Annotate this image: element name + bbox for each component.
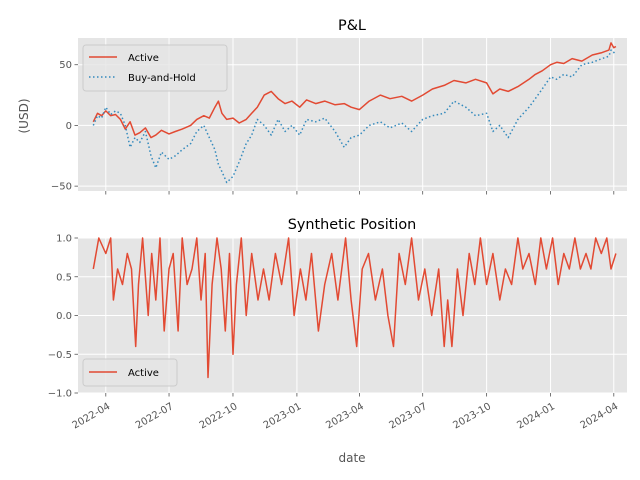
- pnl-x-tick-marks: [105, 191, 615, 195]
- y-tick-label: −1.0: [48, 389, 72, 400]
- pnl-legend-box: [82, 44, 228, 92]
- y-tick-label: 0.0: [56, 311, 72, 322]
- position-chart-title: Synthetic Position: [288, 217, 417, 233]
- pnl-y-ticks: −50 0 50: [51, 60, 78, 193]
- position-series-group: [92, 237, 617, 379]
- pnl-legend: Active Buy-and-Hold: [82, 44, 228, 92]
- legend-buy-and-hold-label: Buy-and-Hold: [128, 73, 196, 84]
- y-tick-label: 0.5: [56, 272, 72, 283]
- position-legend: Active: [82, 358, 178, 387]
- x-axis-label: date: [338, 451, 365, 465]
- series-line-active: [92, 42, 617, 139]
- pnl-panel: −50 0 50 P&L (USD) Active Buy-and-Hold: [17, 18, 627, 195]
- pnl-y-axis-label: (USD): [17, 98, 31, 133]
- series-line-active: [92, 237, 617, 379]
- legend-active-label: Active: [128, 53, 159, 64]
- position-legend-box: [82, 358, 178, 387]
- pnl-series-group: [92, 42, 617, 184]
- y-tick-label: −0.5: [48, 350, 72, 361]
- pnl-chart-title: P&L: [338, 18, 366, 34]
- y-tick-label: 0: [66, 121, 72, 132]
- y-tick-label: 1.0: [56, 234, 72, 245]
- legend-active-label: Active: [128, 368, 159, 379]
- position-y-ticks: −1.0 −0.5 0.0 0.5 1.0: [48, 234, 78, 400]
- y-tick-label: 50: [59, 60, 72, 71]
- y-tick-label: −50: [51, 182, 72, 193]
